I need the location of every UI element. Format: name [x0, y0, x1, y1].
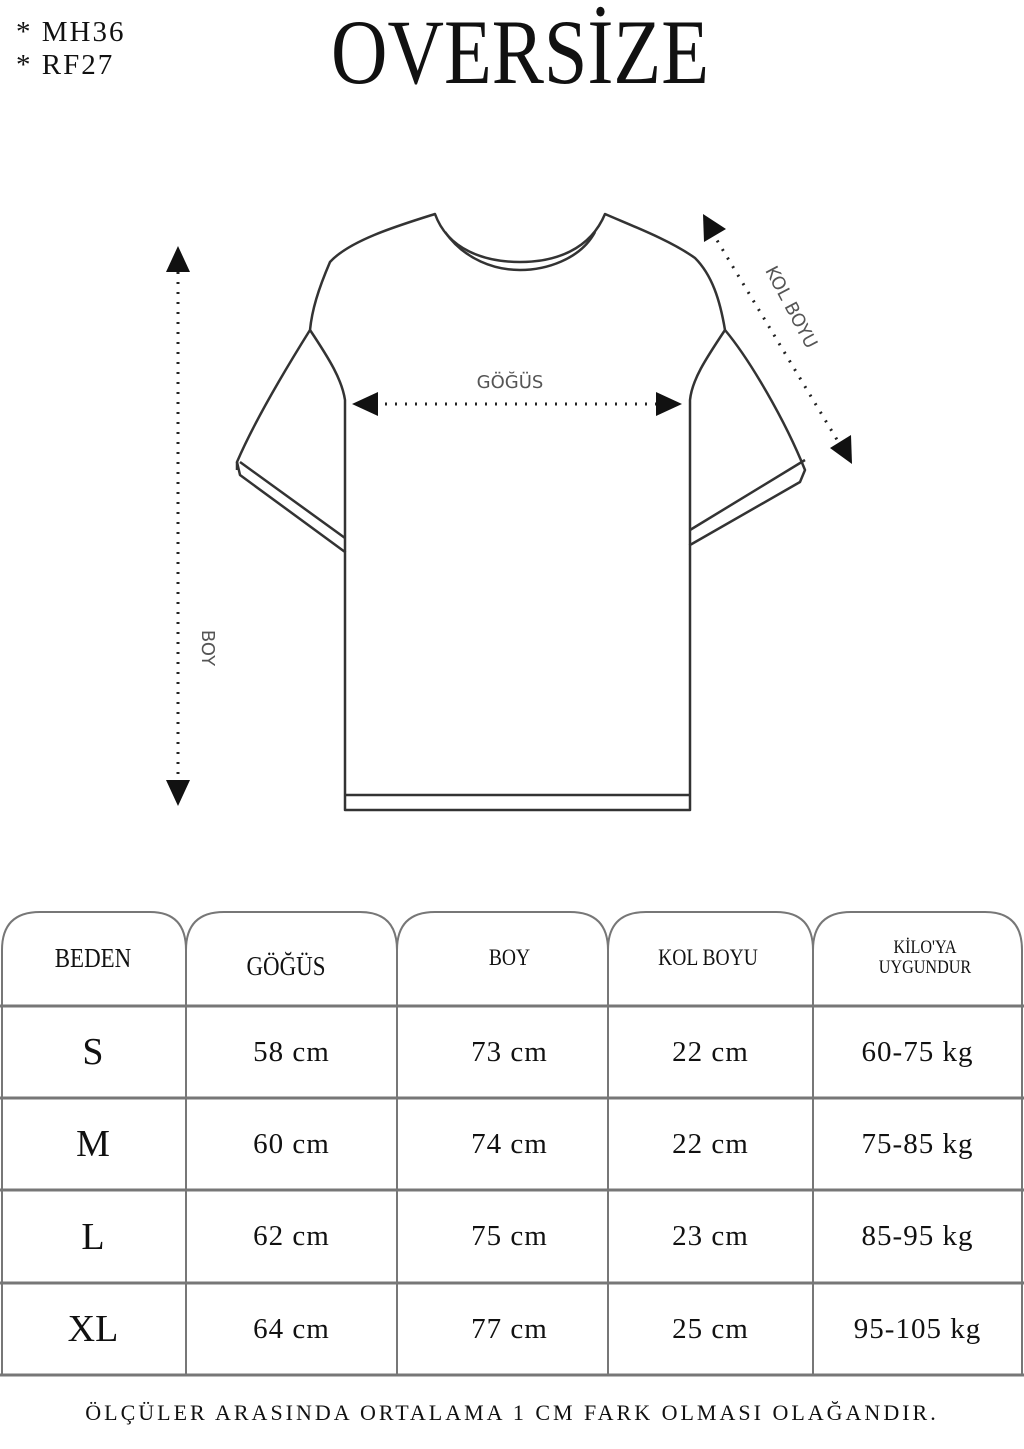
- cell-size: XL: [67, 1308, 119, 1350]
- code-2: * RF27: [16, 49, 115, 81]
- cell-sleeve: 23 cm: [672, 1220, 749, 1252]
- header-boy: BOY: [488, 945, 531, 970]
- cell-chest: 60 cm: [253, 1127, 330, 1160]
- header-beden: BEDEN: [54, 942, 132, 973]
- code-1: * MH36: [16, 16, 126, 48]
- cell-length: 73 cm: [471, 1035, 548, 1068]
- right-cuff: [689, 458, 806, 532]
- header-kol-boyu: KOL BOYU: [658, 945, 758, 970]
- page-title: OVERSİZE: [331, 1, 709, 103]
- tshirt-outline: [235, 212, 807, 812]
- cell-length: 74 cm: [471, 1127, 548, 1160]
- left-cuff: [235, 460, 346, 540]
- arrow-down-icon: [166, 780, 190, 806]
- cell-sleeve: 25 cm: [672, 1312, 749, 1345]
- cell-weight: 85-95 kg: [861, 1220, 974, 1252]
- cell-weight: 60-75 kg: [861, 1035, 974, 1068]
- cell-chest: 58 cm: [253, 1035, 330, 1068]
- cell-sleeve: 22 cm: [672, 1127, 749, 1160]
- cell-length: 75 cm: [471, 1220, 548, 1252]
- cell-length: 77 cm: [471, 1312, 548, 1345]
- table-grid: [0, 911, 1024, 1377]
- measurement-note: ÖLÇÜLER ARASINDA ORTALAMA 1 CM FARK OLMA…: [85, 1400, 939, 1425]
- sleeve-label: KOL BOYU: [760, 263, 821, 352]
- cell-size: M: [76, 1123, 110, 1165]
- product-codes: * MH36 * RF27: [16, 16, 125, 82]
- arrow-right-icon: [656, 392, 682, 416]
- tshirt-diagram: GÖĞÜS BOY KOL BOYU: [166, 212, 852, 812]
- arrow-sleeve-bottom-icon: [830, 435, 852, 464]
- right-sleeve-seam: [688, 329, 727, 545]
- cell-chest: 62 cm: [253, 1220, 330, 1252]
- header-kilo: KİLO'YA UYGUNDUR: [878, 937, 972, 978]
- collar-line: [443, 231, 597, 272]
- cell-size: S: [82, 1031, 104, 1073]
- cell-sleeve: 22 cm: [672, 1035, 749, 1068]
- arrow-left-icon: [352, 392, 378, 416]
- chest-label: GÖĞÜS: [477, 371, 544, 393]
- arrow-up-icon: [166, 246, 190, 272]
- length-label: BOY: [197, 630, 218, 667]
- cell-chest: 64 cm: [253, 1312, 330, 1345]
- cell-weight: 95-105 kg: [853, 1312, 982, 1345]
- header-gogus: GÖĞÜS: [246, 950, 326, 981]
- cell-size: L: [81, 1215, 105, 1258]
- arrow-sleeve-top-icon: [703, 214, 726, 242]
- cell-weight: 75-85 kg: [861, 1127, 974, 1160]
- left-sleeve-seam: [308, 329, 347, 552]
